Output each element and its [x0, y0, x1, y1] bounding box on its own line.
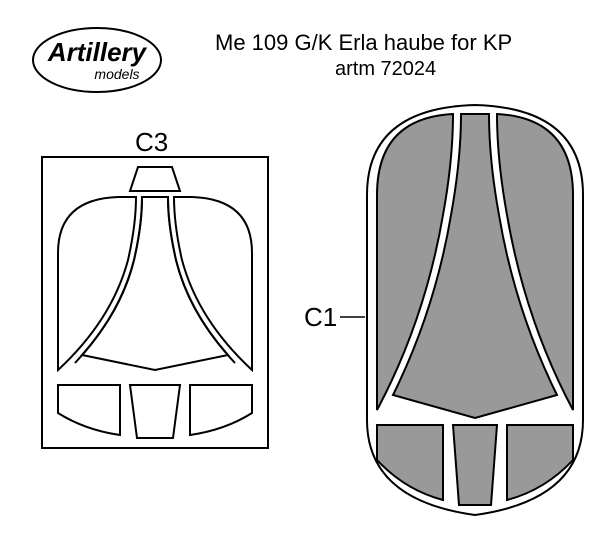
product-code: artm 72024 — [335, 58, 436, 81]
c1-bottom-center — [453, 425, 497, 505]
artillery-logo: Artillery models — [30, 25, 165, 95]
logo-sub-text: models — [94, 66, 139, 82]
product-title: Me 109 G/K Erla haube for KP — [215, 30, 512, 56]
diagram-c3 — [40, 155, 270, 450]
label-c3: C3 — [135, 127, 168, 158]
diagram-c1 — [365, 100, 585, 520]
c1-bottom-left — [377, 425, 443, 500]
label-c1: C1 — [304, 302, 337, 333]
c1-bottom-right — [507, 425, 573, 500]
logo-main-text: Artillery — [47, 37, 148, 67]
